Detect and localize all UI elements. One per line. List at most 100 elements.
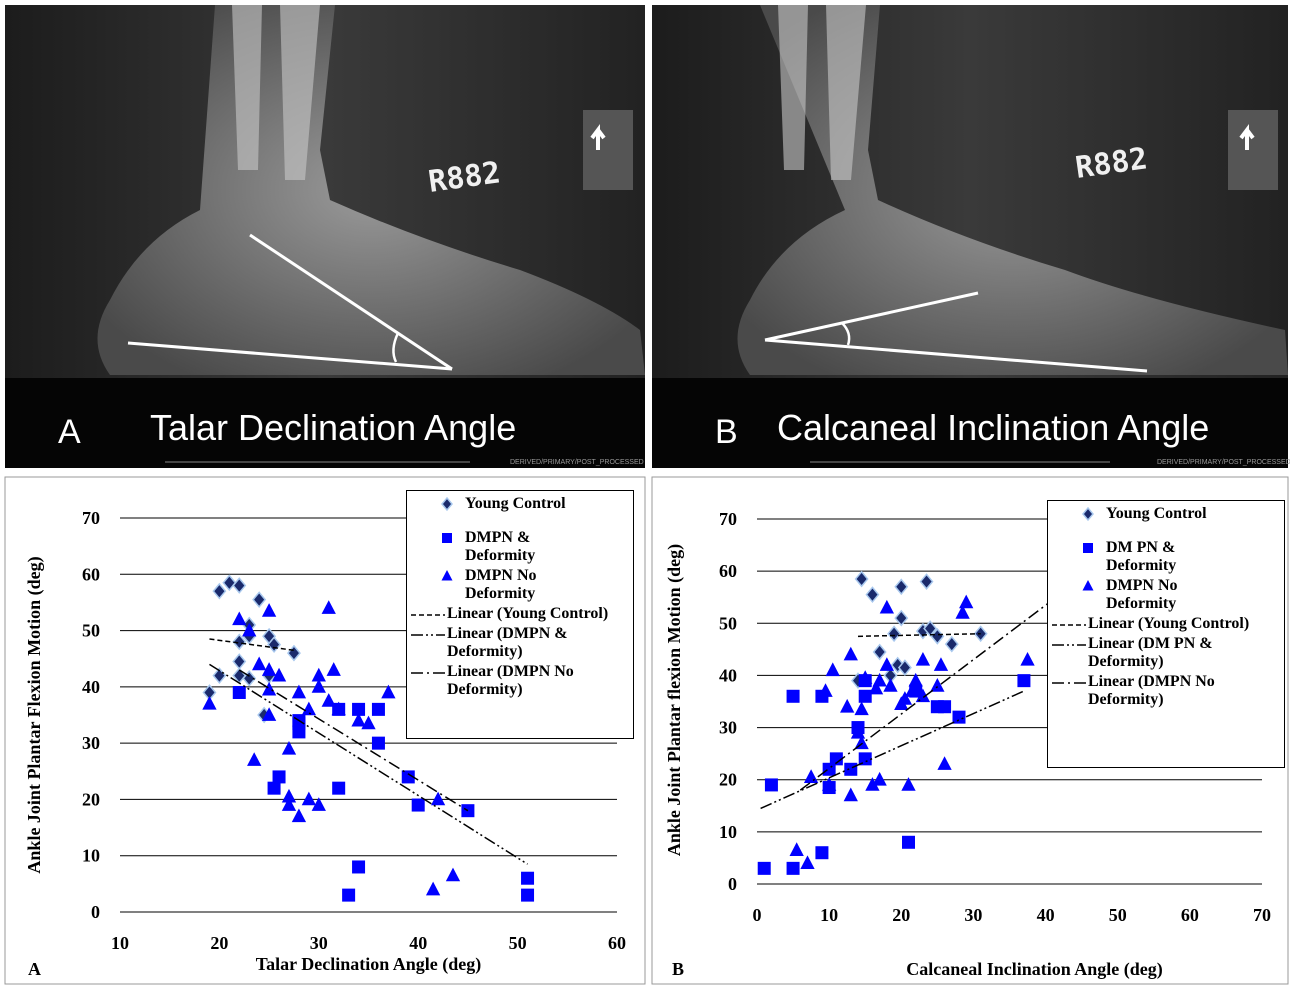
point: [352, 702, 366, 716]
point: [901, 777, 916, 791]
point: [261, 662, 277, 676]
legend-item: Linear (Young Control): [411, 605, 629, 623]
legend-label: Linear (DMPN & Deformity): [447, 625, 568, 660]
legend-label: Young Control: [465, 495, 566, 512]
x-tick-label: 20: [210, 933, 228, 953]
point: [521, 871, 535, 885]
panel-border: [4, 476, 646, 985]
legend-item: DMPN No Deformity: [1052, 577, 1280, 613]
point: [868, 680, 884, 695]
point: [321, 693, 336, 707]
trendline: [857, 632, 981, 638]
point: [252, 656, 267, 671]
point: [1017, 674, 1031, 688]
y-axis-title: Ankle Joint Plantar Flexion Motion (deg): [24, 556, 45, 873]
point: [272, 770, 286, 784]
trendline: [799, 599, 1054, 791]
point: [789, 842, 804, 856]
point: [879, 657, 895, 671]
point: [858, 670, 873, 684]
point: [915, 688, 931, 703]
point: [858, 752, 872, 766]
legend-swatch: [1052, 682, 1086, 684]
point: [232, 633, 247, 651]
point: [872, 672, 887, 687]
point: [430, 791, 446, 806]
legend-label: DMPN & Deformity: [465, 529, 536, 564]
y-tick-label: 40: [82, 677, 100, 697]
point: [222, 574, 237, 592]
point: [938, 700, 952, 714]
point: [232, 685, 246, 699]
legend-label: Young Control: [1106, 505, 1207, 522]
panel-label: B: [672, 959, 684, 979]
legend-swatch: [1082, 506, 1094, 522]
legend-label: DMPN No Deformity: [1106, 577, 1178, 612]
point: [311, 679, 326, 693]
y-tick-label: 30: [82, 733, 100, 753]
legend-label: Linear (Young Control): [1088, 615, 1250, 632]
point: [212, 582, 227, 600]
y-tick-label: 0: [728, 874, 737, 894]
point: [281, 797, 297, 811]
point: [973, 625, 988, 643]
point: [786, 861, 800, 875]
point: [301, 701, 317, 716]
y-tick-label: 60: [82, 564, 100, 584]
y-tick-label: 50: [719, 613, 737, 633]
point: [850, 724, 866, 739]
point: [933, 657, 949, 671]
point: [261, 681, 277, 696]
point: [411, 798, 425, 812]
xray-panel: [652, 5, 1288, 468]
panel-label: A: [28, 959, 41, 979]
panel-letter: B: [715, 413, 738, 451]
y-tick-label: 40: [719, 665, 737, 685]
point: [818, 683, 833, 697]
point: [894, 609, 909, 627]
point: [821, 777, 837, 791]
y-tick-label: 30: [719, 718, 737, 738]
x-tick-label: 70: [1253, 905, 1271, 925]
y-tick-label: 60: [719, 561, 737, 581]
y-tick-label: 20: [82, 789, 100, 809]
point: [897, 691, 913, 705]
point: [919, 573, 934, 590]
legend-item: Young Control: [1052, 505, 1280, 523]
legend-swatch: [1052, 644, 1086, 646]
point: [332, 781, 346, 795]
legend-swatch: [411, 614, 445, 616]
y-tick-label: 10: [719, 822, 737, 842]
legend: Young Control DMPN & Deformity DMPN No Def…: [406, 490, 634, 739]
point: [937, 756, 952, 770]
point: [271, 667, 287, 682]
point: [944, 635, 959, 653]
legend-item: DMPN & Deformity: [411, 529, 629, 565]
point: [865, 777, 880, 791]
legend-item: Linear (DMPN & Deformity): [411, 625, 629, 661]
x-tick-label: 50: [1109, 905, 1127, 925]
point: [267, 636, 282, 654]
point: [232, 577, 247, 594]
legend-label: DM PN & Deformity: [1106, 539, 1177, 574]
legend-swatch: [1052, 624, 1086, 626]
point: [267, 781, 281, 795]
point: [351, 712, 366, 727]
y-tick-label: 50: [82, 621, 100, 641]
x-tick-label: 60: [1181, 905, 1199, 925]
point: [342, 888, 356, 902]
point: [829, 752, 843, 766]
image-footer: DERIVED/PRIMARY/POST_PROCESSED: [510, 459, 644, 466]
point: [843, 646, 858, 661]
point: [952, 710, 966, 724]
point: [890, 656, 905, 674]
point: [381, 684, 396, 699]
point: [442, 533, 452, 543]
point: [441, 496, 453, 512]
legend-item: DM PN & Deformity: [1052, 539, 1280, 575]
point: [242, 670, 257, 687]
point: [854, 570, 869, 588]
point: [232, 653, 247, 670]
